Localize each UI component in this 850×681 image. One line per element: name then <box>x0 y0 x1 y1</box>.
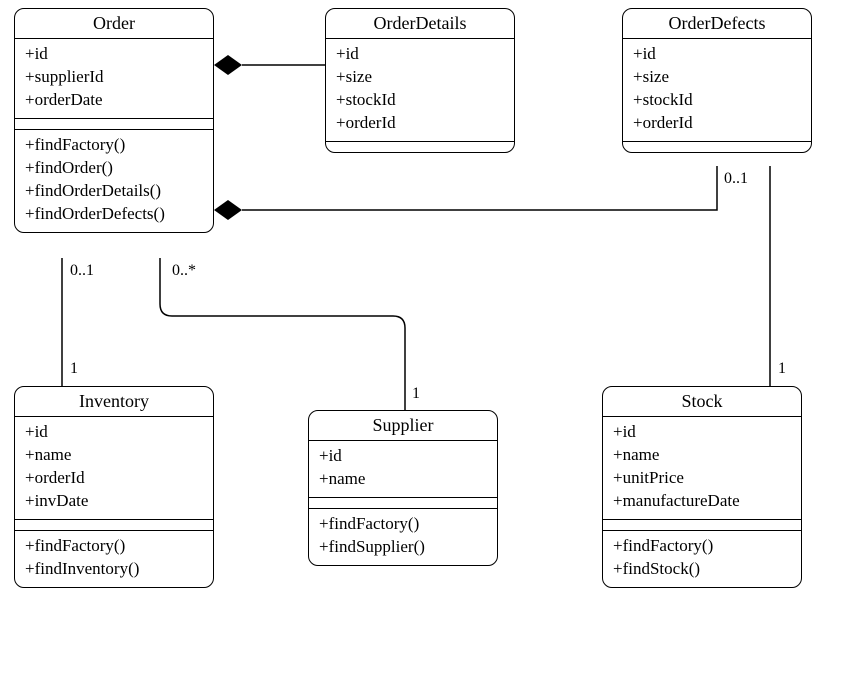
edge-order-orderdefects <box>214 166 717 220</box>
class-stock-attrs: +id +name +unitPrice +manufactureDate <box>603 417 801 520</box>
spacer <box>15 119 213 130</box>
class-supplier-ops: +findFactory() +findSupplier() <box>309 509 497 565</box>
attr: +orderId <box>336 112 504 135</box>
class-stock-title: Stock <box>603 387 801 417</box>
attr: +id <box>25 421 203 444</box>
class-order: Order +id +supplierId +orderDate +findFa… <box>14 8 214 233</box>
class-inventory: Inventory +id +name +orderId +invDate +f… <box>14 386 214 588</box>
attr: +name <box>613 444 791 467</box>
class-order-title: Order <box>15 9 213 39</box>
class-order-attrs: +id +supplierId +orderDate <box>15 39 213 119</box>
attr: +orderId <box>633 112 801 135</box>
op: +findFactory() <box>613 535 791 558</box>
class-orderdetails: OrderDetails +id +size +stockId +orderId <box>325 8 515 153</box>
attr: +size <box>633 66 801 89</box>
op: +findStock() <box>613 558 791 581</box>
class-orderdetails-ops <box>326 142 514 152</box>
attr: +id <box>613 421 791 444</box>
mult-label: 0..1 <box>70 262 94 280</box>
op: +findFactory() <box>319 513 487 536</box>
class-inventory-title: Inventory <box>15 387 213 417</box>
class-stock-ops: +findFactory() +findStock() <box>603 531 801 587</box>
edge-order-orderdetails <box>214 55 325 75</box>
op: +findFactory() <box>25 535 203 558</box>
attr: +size <box>336 66 504 89</box>
attr: +stockId <box>633 89 801 112</box>
spacer <box>15 520 213 531</box>
class-orderdefects: OrderDefects +id +size +stockId +orderId <box>622 8 812 153</box>
attr: +invDate <box>25 490 203 513</box>
op: +findInventory() <box>25 558 203 581</box>
class-orderdetails-attrs: +id +size +stockId +orderId <box>326 39 514 142</box>
class-order-ops: +findFactory() +findOrder() +findOrderDe… <box>15 130 213 232</box>
attr: +name <box>25 444 203 467</box>
class-orderdefects-title: OrderDefects <box>623 9 811 39</box>
mult-label: 1 <box>778 360 786 378</box>
class-supplier: Supplier +id +name +findFactory() +findS… <box>308 410 498 566</box>
mult-label: 0..* <box>172 262 196 280</box>
attr: +unitPrice <box>613 467 791 490</box>
op: +findOrderDetails() <box>25 180 203 203</box>
composition-diamond-icon <box>214 200 242 220</box>
composition-diamond-icon <box>214 55 242 75</box>
mult-label: 0..1 <box>724 170 748 188</box>
attr: +stockId <box>336 89 504 112</box>
class-orderdefects-attrs: +id +size +stockId +orderId <box>623 39 811 142</box>
attr: +manufactureDate <box>613 490 791 513</box>
spacer <box>309 498 497 509</box>
attr: +orderDate <box>25 89 203 112</box>
class-orderdefects-ops <box>623 142 811 152</box>
attr: +orderId <box>25 467 203 490</box>
spacer <box>603 520 801 531</box>
mult-label: 1 <box>412 385 420 403</box>
op: +findOrderDefects() <box>25 203 203 226</box>
attr: +id <box>633 43 801 66</box>
attr: +id <box>25 43 203 66</box>
mult-label: 1 <box>70 360 78 378</box>
attr: +id <box>336 43 504 66</box>
class-inventory-ops: +findFactory() +findInventory() <box>15 531 213 587</box>
op: +findSupplier() <box>319 536 487 559</box>
attr: +id <box>319 445 487 468</box>
class-stock: Stock +id +name +unitPrice +manufactureD… <box>602 386 802 588</box>
class-orderdetails-title: OrderDetails <box>326 9 514 39</box>
class-supplier-attrs: +id +name <box>309 441 497 498</box>
attr: +name <box>319 468 487 491</box>
op: +findFactory() <box>25 134 203 157</box>
op: +findOrder() <box>25 157 203 180</box>
attr: +supplierId <box>25 66 203 89</box>
class-supplier-title: Supplier <box>309 411 497 441</box>
class-inventory-attrs: +id +name +orderId +invDate <box>15 417 213 520</box>
